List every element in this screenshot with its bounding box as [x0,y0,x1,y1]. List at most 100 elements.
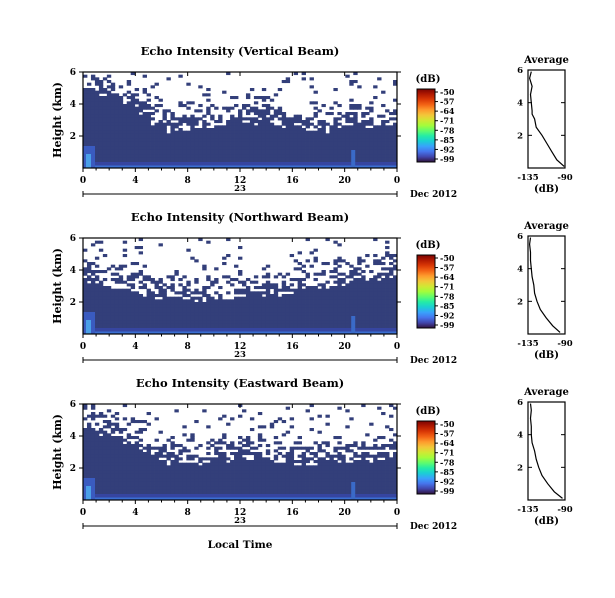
echo-cell [333,117,338,121]
echo-cell [245,460,251,464]
echo-cell [321,312,326,316]
echo-cell [393,323,398,327]
echo-cell [313,272,318,276]
echo-cell [202,470,207,474]
echo-cell [130,262,136,266]
echo-cell [309,310,314,314]
echo-cell [277,470,283,474]
echo-early-peak [86,320,91,334]
echo-cell [102,433,108,437]
echo-cell [293,478,299,482]
echo-cell [305,146,310,150]
echo-cell [222,262,227,266]
echo-cell [110,484,116,488]
echo-cell [90,460,96,464]
echo-cell [194,122,199,126]
echo-cell [83,470,88,474]
echo-cell [281,468,287,472]
echo-cell [102,462,108,466]
echo-cell [345,449,350,453]
echo-cell [90,77,96,81]
echo-cell [377,272,382,276]
echo-cell [102,323,108,327]
echo-cell [357,144,362,148]
echo-cell [289,283,295,287]
echo-cell [150,160,155,164]
echo-cell [90,104,96,108]
echo-cell [214,457,219,461]
echo-cell [245,122,251,126]
echo-cell [361,312,366,316]
echo-cell [277,125,283,129]
echo-cell [122,117,128,121]
echo-cell [170,312,175,316]
echo-cell [273,125,279,129]
echo-cell [130,136,136,140]
echo-cell [106,320,112,324]
echo-cell [102,468,108,472]
echo-cell [94,240,100,244]
echo-cell [83,259,88,263]
echo-cell [126,454,132,458]
echo-cell [309,470,314,474]
echo-cell [222,414,227,418]
echo-cell [94,486,100,490]
echo-cell [114,122,120,126]
echo-cell [106,310,112,314]
echo-cell [214,318,219,322]
echo-cell [110,104,116,108]
echo-cell [90,136,96,140]
echo-cell [253,138,259,142]
echo-cell [381,323,386,327]
echo-cell [349,133,354,137]
echo-cell [134,304,140,308]
echo-cell [257,304,263,308]
echo-cell [182,294,187,298]
echo-cell [122,280,128,284]
echo-cell [186,320,191,324]
echo-cell [170,133,175,137]
echo-cell [273,154,279,158]
echo-cell [301,310,306,314]
echo-cell [122,438,128,442]
echo-cell [186,133,191,137]
echo-cell [381,320,386,324]
echo-cell [226,149,231,153]
echo-cell [337,452,342,456]
echo-cell [134,307,140,311]
echo-cell [249,312,255,316]
echo-cell [206,146,211,150]
echo-cell [130,128,136,132]
echo-cell [146,154,151,158]
echo-cell [369,307,374,311]
echo-cell [158,310,163,314]
echo-cell [122,254,128,258]
echo-cell [305,326,310,330]
echo-cell [134,130,140,134]
echo-cell [257,307,263,311]
echo-cell [154,294,159,298]
echo-cell [146,120,151,124]
echo-cell [126,312,132,316]
echo-cell [194,462,199,466]
echo-cell [357,310,362,314]
echo-cell [134,154,140,158]
echo-cell [377,307,382,311]
echo-cell [90,144,96,148]
echo-cell [265,120,271,124]
echo-cell [94,114,100,118]
echo-cell [245,438,251,442]
echo-cell [86,310,92,314]
echo-cell [218,417,223,421]
echo-cell [234,318,239,322]
echo-cell [154,122,159,126]
echo-cell [186,484,191,488]
echo-cell [83,112,88,116]
echo-cell [257,425,263,429]
echo-cell [154,457,159,461]
echo-cell [317,130,322,134]
echo-cell [313,492,318,496]
echo-cell [317,468,322,472]
echo-cell [305,484,310,488]
echo-cell [281,492,287,496]
